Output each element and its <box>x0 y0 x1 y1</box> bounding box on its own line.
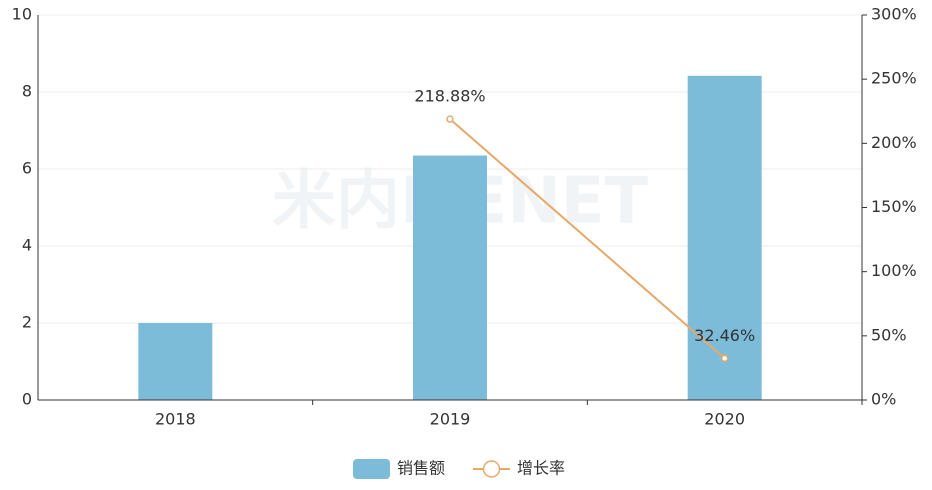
x-tick-label: 2018 <box>155 410 196 429</box>
y2-tick-label: 300% <box>871 5 917 24</box>
legend-label: 销售额 <box>397 459 445 478</box>
y-tick-label: 2 <box>22 313 32 332</box>
y-tick-label: 0 <box>22 390 32 409</box>
line <box>449 118 726 360</box>
x-tick-label: 2020 <box>704 410 745 429</box>
y2-tick-label: 0% <box>871 390 896 409</box>
y2-tick-label: 100% <box>871 261 917 280</box>
bar <box>687 75 762 400</box>
y-tick-label: 4 <box>22 236 32 255</box>
y-tick-label: 8 <box>22 82 32 101</box>
legend-swatch <box>353 459 390 479</box>
legend-label: 增长率 <box>517 459 565 478</box>
value-label: 218.88% <box>414 87 485 106</box>
point <box>720 354 729 363</box>
value-label: 32.46% <box>694 326 755 345</box>
y-tick-label: 6 <box>22 159 32 178</box>
legend-swatch <box>482 460 501 478</box>
point <box>446 115 454 123</box>
x-tick-label: 2019 <box>430 410 471 429</box>
bar <box>138 323 213 400</box>
y2-tick-label: 250% <box>871 69 917 88</box>
y2-tick-label: 150% <box>871 197 917 216</box>
y2-tick-label: 200% <box>871 133 917 152</box>
bar <box>413 155 487 400</box>
y-tick-label: 10 <box>12 5 32 24</box>
y2-tick-label: 50% <box>871 325 907 344</box>
